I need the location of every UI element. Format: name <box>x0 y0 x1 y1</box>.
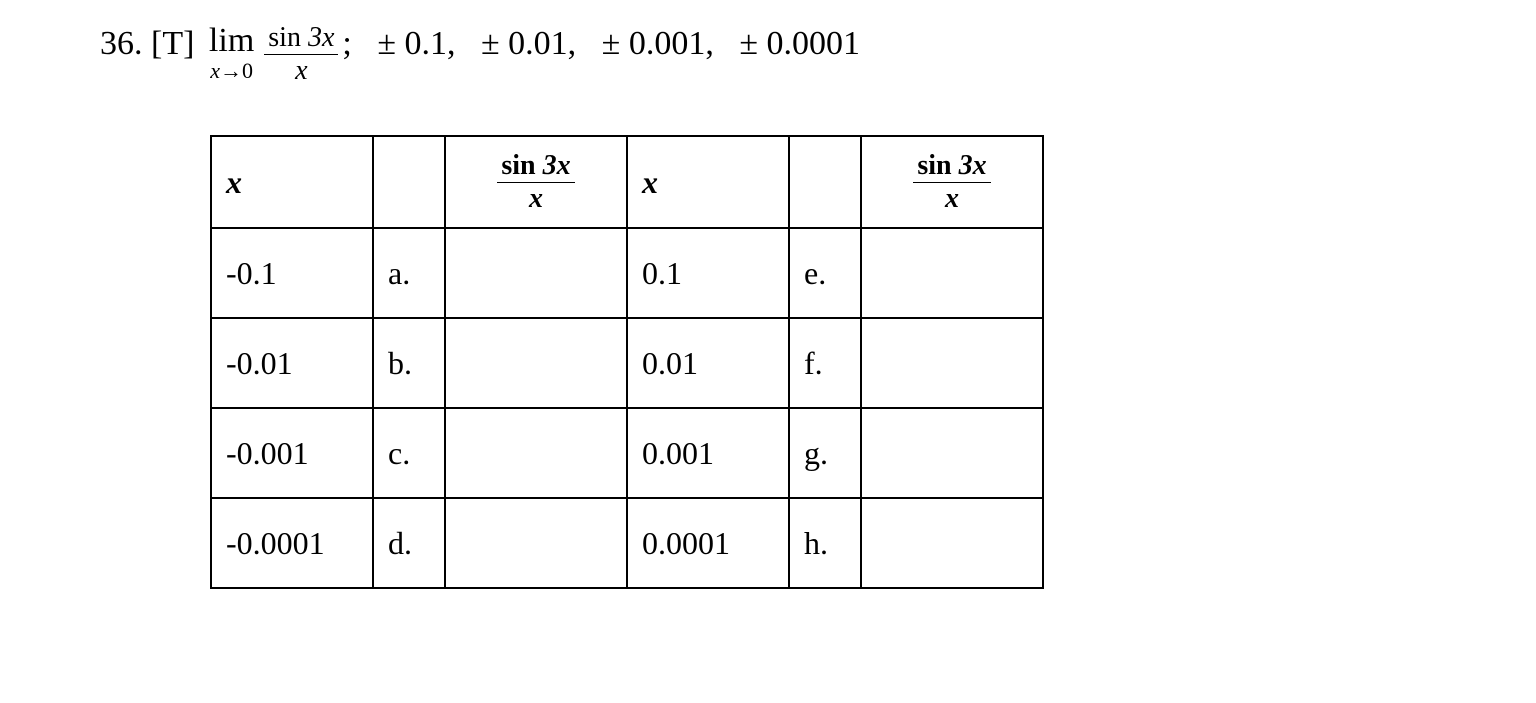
limit-var: x <box>210 58 220 83</box>
problem-values: ; ± 0.1, ± 0.01, ± 0.001, ± 0.0001 <box>342 24 860 65</box>
limit-subscript: x→0 <box>210 60 253 82</box>
table-row: -0.1 a. 0.1 e. <box>211 228 1043 318</box>
cell-x-pos: 0.01 <box>642 345 698 382</box>
cell-label-neg: b. <box>388 345 412 382</box>
cell-x-neg: -0.001 <box>226 435 309 472</box>
limit-expression-fraction: sin 3x x <box>264 24 338 85</box>
header-x-pos: x <box>627 136 789 228</box>
hdr-frac-den: x <box>529 183 543 213</box>
cell-x-neg: -0.1 <box>226 255 277 292</box>
header-fraction: sin 3x x <box>497 152 574 213</box>
table-row: -0.0001 d. 0.0001 h. <box>211 498 1043 588</box>
cell-label-neg: c. <box>388 435 410 472</box>
cell-label-pos: h. <box>804 525 828 562</box>
header-x-neg: x <box>211 136 373 228</box>
hdr-frac-num-fn-2: sin <box>917 150 951 181</box>
problem-statement: 36. [T] lim x→0 sin 3x x ; ± 0.1, ± 0.01… <box>100 24 1436 85</box>
frac-num-arg: 3x <box>301 22 334 53</box>
problem-number: 36. <box>100 24 143 65</box>
header-x-label-2: x <box>642 164 658 201</box>
cell-x-pos: 0.1 <box>642 255 682 292</box>
cell-label-pos: f. <box>804 345 823 382</box>
header-x-label: x <box>226 164 242 201</box>
limit-arrow: → <box>220 58 242 83</box>
hdr-frac-num-arg-2: 3x <box>952 150 987 181</box>
cell-x-pos: 0.0001 <box>642 525 730 562</box>
table-row: -0.01 b. 0.01 f. <box>211 318 1043 408</box>
header-label-pos <box>789 136 861 228</box>
header-fraction-2: sin 3x x <box>913 152 990 213</box>
header-frac-neg: sin 3x x <box>445 136 627 228</box>
cell-label-pos: g. <box>804 435 828 472</box>
frac-den: x <box>295 55 307 85</box>
cell-x-pos: 0.001 <box>642 435 714 472</box>
frac-num-fn: sin <box>268 22 301 53</box>
limit-target: 0 <box>242 58 253 83</box>
cell-label-neg: a. <box>388 255 410 292</box>
hdr-frac-num-arg: 3x <box>536 150 571 181</box>
table-row: -0.001 c. 0.001 g. <box>211 408 1043 498</box>
table-header-row: x sin 3x x x <box>211 136 1043 228</box>
cell-label-neg: d. <box>388 525 412 562</box>
problem-tag <box>143 24 152 65</box>
cell-x-neg: -0.0001 <box>226 525 325 562</box>
values-table: x sin 3x x x <box>210 135 1044 589</box>
limit-top: lim <box>209 24 254 58</box>
hdr-frac-num-fn: sin <box>501 150 535 181</box>
cell-x-neg: -0.01 <box>226 345 293 382</box>
header-frac-pos: sin 3x x <box>861 136 1043 228</box>
hdr-frac-den-2: x <box>945 183 959 213</box>
limit-operator: lim x→0 <box>209 24 254 82</box>
cell-label-pos: e. <box>804 255 826 292</box>
problem-tag-text: [T] <box>151 24 194 65</box>
header-label-neg <box>373 136 445 228</box>
